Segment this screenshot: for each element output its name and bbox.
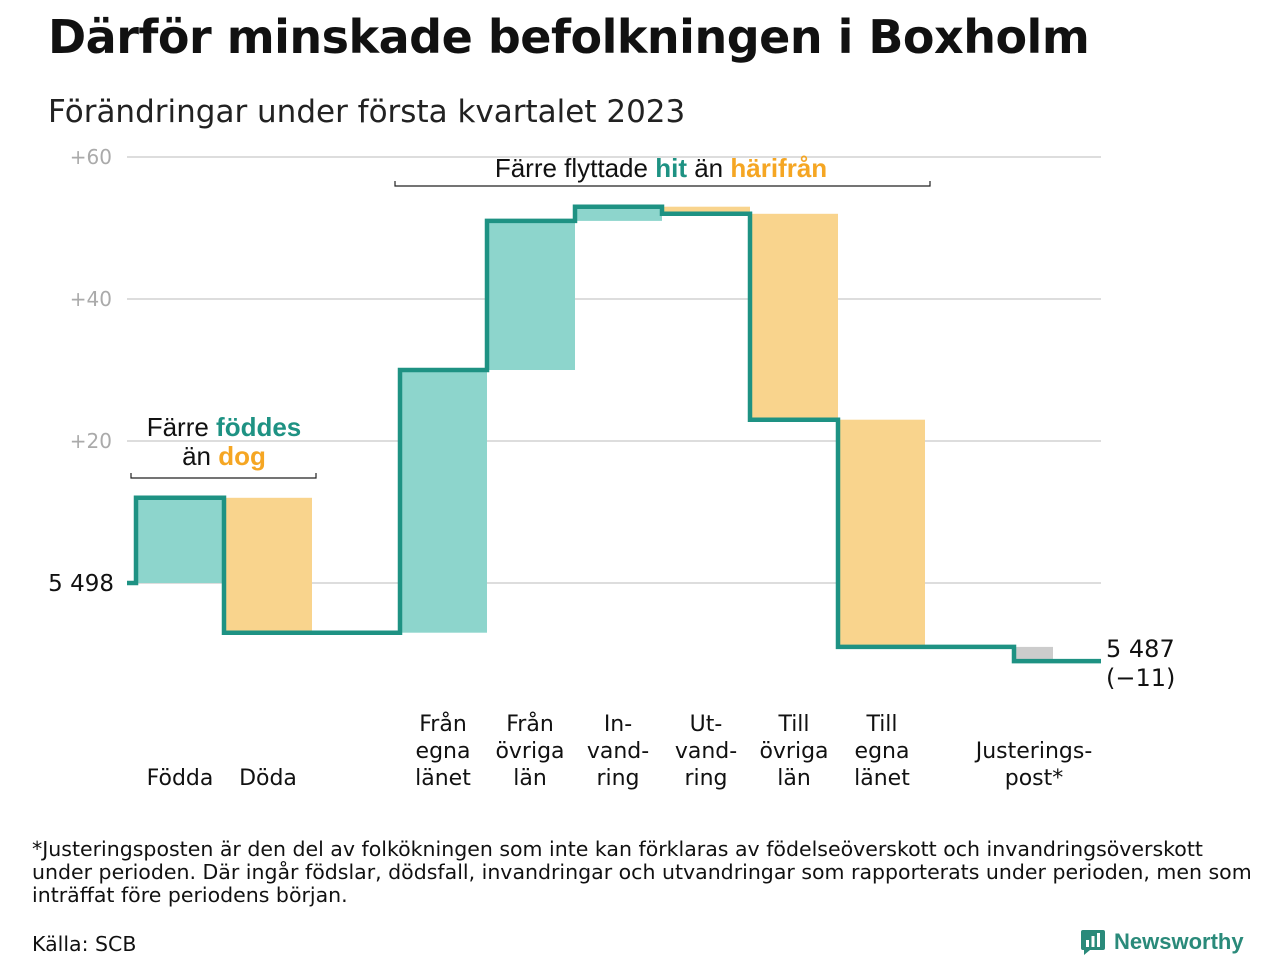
births-annotation-bracket — [130, 473, 317, 479]
end-change-label: (−11) — [1106, 664, 1175, 692]
chart-title: Därför minskade befolkningen i Boxholm — [48, 10, 1090, 64]
footnote: *Justeringsposten är den del av folkökni… — [32, 837, 1252, 907]
line-layer — [127, 204, 1101, 664]
y-tick-label: +20 — [70, 429, 112, 453]
category-label: Till egna länet — [854, 712, 910, 791]
category-label: Från egna länet — [415, 711, 471, 791]
waterfall-bar — [136, 497, 224, 583]
bar-layer — [136, 206, 1053, 662]
waterfall-bar — [575, 206, 662, 221]
births-annotation-line1: Färre föddes — [147, 412, 302, 442]
category-label: Ut-vand-ring — [675, 712, 737, 791]
end-value-label: 5 487 — [1106, 635, 1175, 663]
waterfall-chart: +20 +40 +60 5 498 Födda Döda Från egna länet Från… — [48, 145, 1175, 791]
newsworthy-logo-icon — [1081, 930, 1105, 955]
waterfall-bar — [1014, 646, 1053, 662]
migration-annotation-bracket — [394, 181, 931, 187]
migration-annotation: Färre flyttade hit än härifrån — [495, 153, 827, 183]
category-label: Döda — [239, 766, 297, 791]
logo-text: Newsworthy — [1114, 929, 1244, 954]
births-annotation-line2: än dog — [182, 441, 266, 471]
category-label: Födda — [147, 766, 214, 791]
waterfall-bar — [838, 419, 925, 647]
category-label: In-vand-ring — [587, 712, 649, 791]
waterfall-bar — [224, 497, 312, 633]
category-label: Justerings-post* — [974, 739, 1093, 791]
waterfall-bar — [400, 370, 487, 633]
source-label: Källa: SCB — [32, 932, 137, 956]
chart-subtitle: Förändringar under första kvartalet 2023 — [48, 94, 686, 130]
y-tick-label: +60 — [70, 145, 112, 169]
category-label: Från övriga län — [495, 711, 564, 791]
waterfall-bar — [662, 206, 750, 214]
waterfall-bar — [750, 213, 838, 420]
start-value-label: 5 498 — [48, 571, 114, 597]
label-layer: +20 +40 +60 5 498 Födda Döda Från egna länet Från… — [48, 145, 1175, 791]
category-label: Till övriga län — [759, 712, 828, 791]
newsworthy-logo[interactable]: Newsworthy — [1080, 928, 1244, 956]
waterfall-bar — [487, 220, 575, 370]
cumulative-step-line — [127, 204, 1101, 664]
y-tick-label: +40 — [70, 287, 112, 311]
